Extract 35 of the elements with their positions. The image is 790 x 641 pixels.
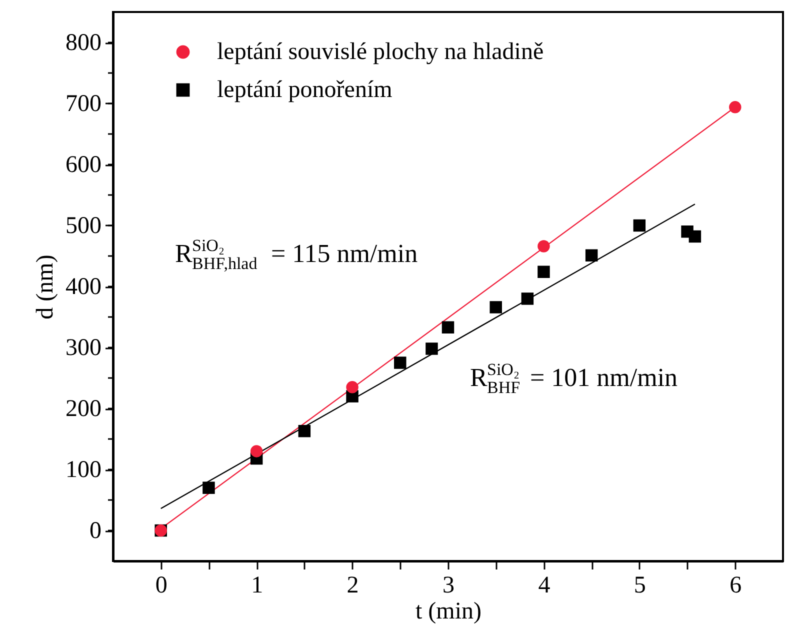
y-tick-label: 200	[66, 396, 102, 422]
x-tick-label: 6	[730, 572, 742, 598]
point	[688, 230, 702, 243]
x-tick-label: 0	[155, 572, 168, 598]
legend-label: leptání souvislé plochy na hladině	[217, 39, 544, 65]
point	[346, 381, 358, 394]
x-tick-label: 5	[634, 572, 646, 598]
y-tick-label: 100	[66, 457, 102, 483]
point	[202, 482, 215, 494]
y-tick-label: 0	[90, 518, 102, 544]
point	[729, 101, 742, 114]
y-tick-label: 700	[66, 91, 102, 117]
y-tick-label: 400	[66, 274, 102, 300]
x-tick-label: 2	[346, 572, 359, 598]
y-tick-label: 500	[66, 213, 102, 239]
y-axis-title: d (nm)	[32, 254, 58, 320]
x-tick-label: 4	[538, 572, 550, 598]
y-tick-label: 800	[66, 30, 102, 56]
point	[442, 321, 454, 334]
y-tick-label: 300	[66, 335, 102, 361]
point	[633, 219, 646, 232]
point	[538, 240, 550, 252]
x-axis-title: t (min)	[416, 598, 482, 624]
x-tick-label: 3	[442, 572, 454, 598]
point	[585, 249, 598, 262]
point	[250, 445, 263, 458]
y-tick-label: 600	[66, 152, 102, 178]
point	[426, 342, 438, 355]
point	[521, 292, 534, 305]
legend-label: leptání ponořením	[217, 77, 393, 103]
x-tick-label: 1	[251, 572, 264, 598]
point	[298, 424, 311, 438]
point	[394, 356, 406, 369]
point	[490, 301, 502, 314]
point	[538, 266, 550, 278]
